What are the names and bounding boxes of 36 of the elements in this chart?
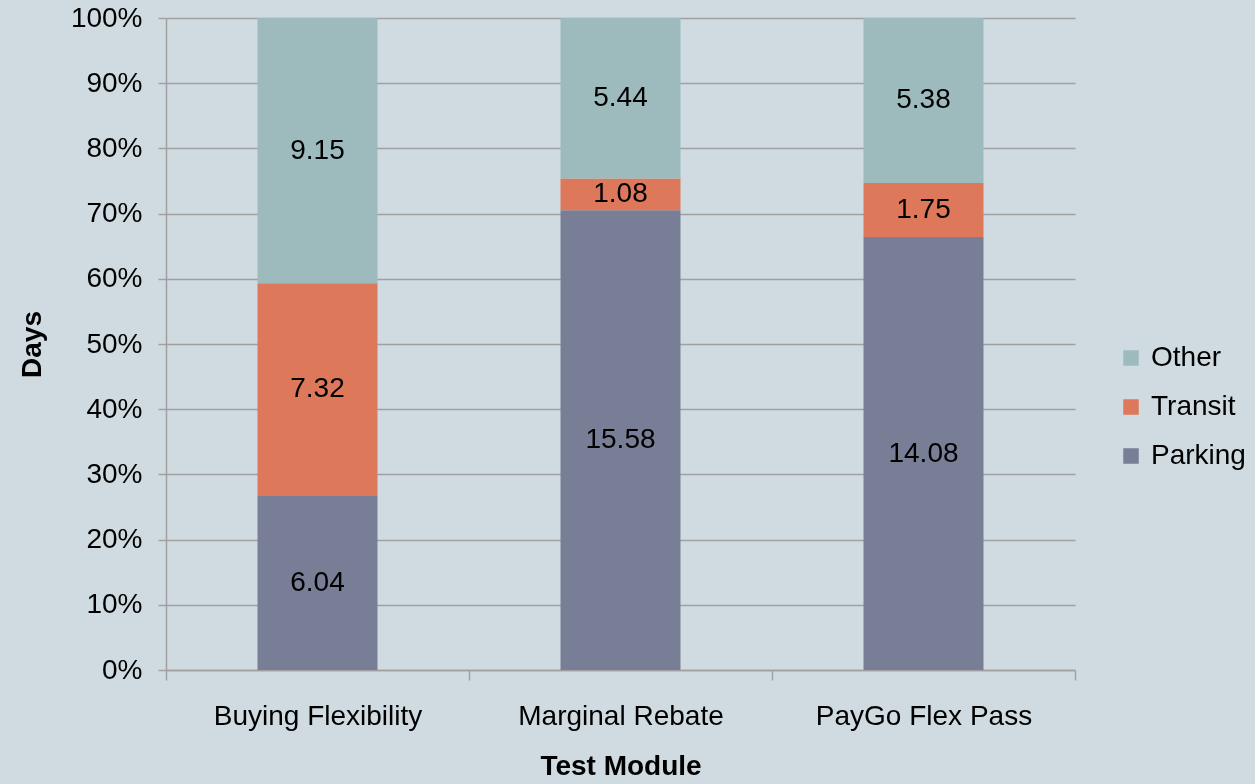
bar: [863, 182, 984, 238]
y-tick-label: 90%: [86, 66, 143, 98]
annotation: 1.08: [593, 177, 648, 209]
y-tick-label: 0%: [102, 653, 143, 685]
y-tick-label: 50%: [86, 327, 143, 359]
annotation: 7.32: [290, 372, 345, 404]
bar: [560, 18, 681, 179]
x-axis-title: Test Module: [540, 749, 702, 781]
bar: [257, 495, 378, 670]
legend-label: Transit: [1151, 390, 1236, 421]
bar: [257, 283, 378, 496]
y-tick-label: 70%: [86, 197, 143, 229]
legend-label: Other: [1151, 341, 1222, 372]
y-tick-label: 30%: [86, 457, 143, 489]
y-tick-label: 100%: [70, 1, 143, 33]
bar: [257, 18, 378, 284]
y-tick-label: 40%: [86, 392, 143, 424]
annotation: 1.75: [896, 193, 951, 225]
annotation: 14.08: [888, 436, 959, 468]
y-tick-label: 80%: [86, 131, 143, 163]
y-tick-label: 20%: [86, 523, 143, 555]
annotation: 5.38: [896, 83, 951, 115]
bar: [863, 237, 984, 670]
annotation: 9.15: [290, 133, 345, 165]
x-tick-label: Buying Flexibility: [213, 699, 423, 731]
annotation: 6.04: [290, 565, 345, 597]
y-axis-title: Days: [15, 311, 47, 378]
y-tick-label: 60%: [86, 262, 143, 294]
legend-label: Parking: [1151, 439, 1246, 470]
x-tick-label: Marginal Rebate: [518, 699, 724, 731]
bar: [560, 210, 681, 670]
bar: [863, 18, 984, 183]
annotation: 15.58: [585, 423, 656, 455]
x-tick-label: PayGo Flex Pass: [815, 699, 1033, 731]
y-tick-label: 10%: [86, 588, 143, 620]
annotation: 5.44: [593, 81, 648, 113]
